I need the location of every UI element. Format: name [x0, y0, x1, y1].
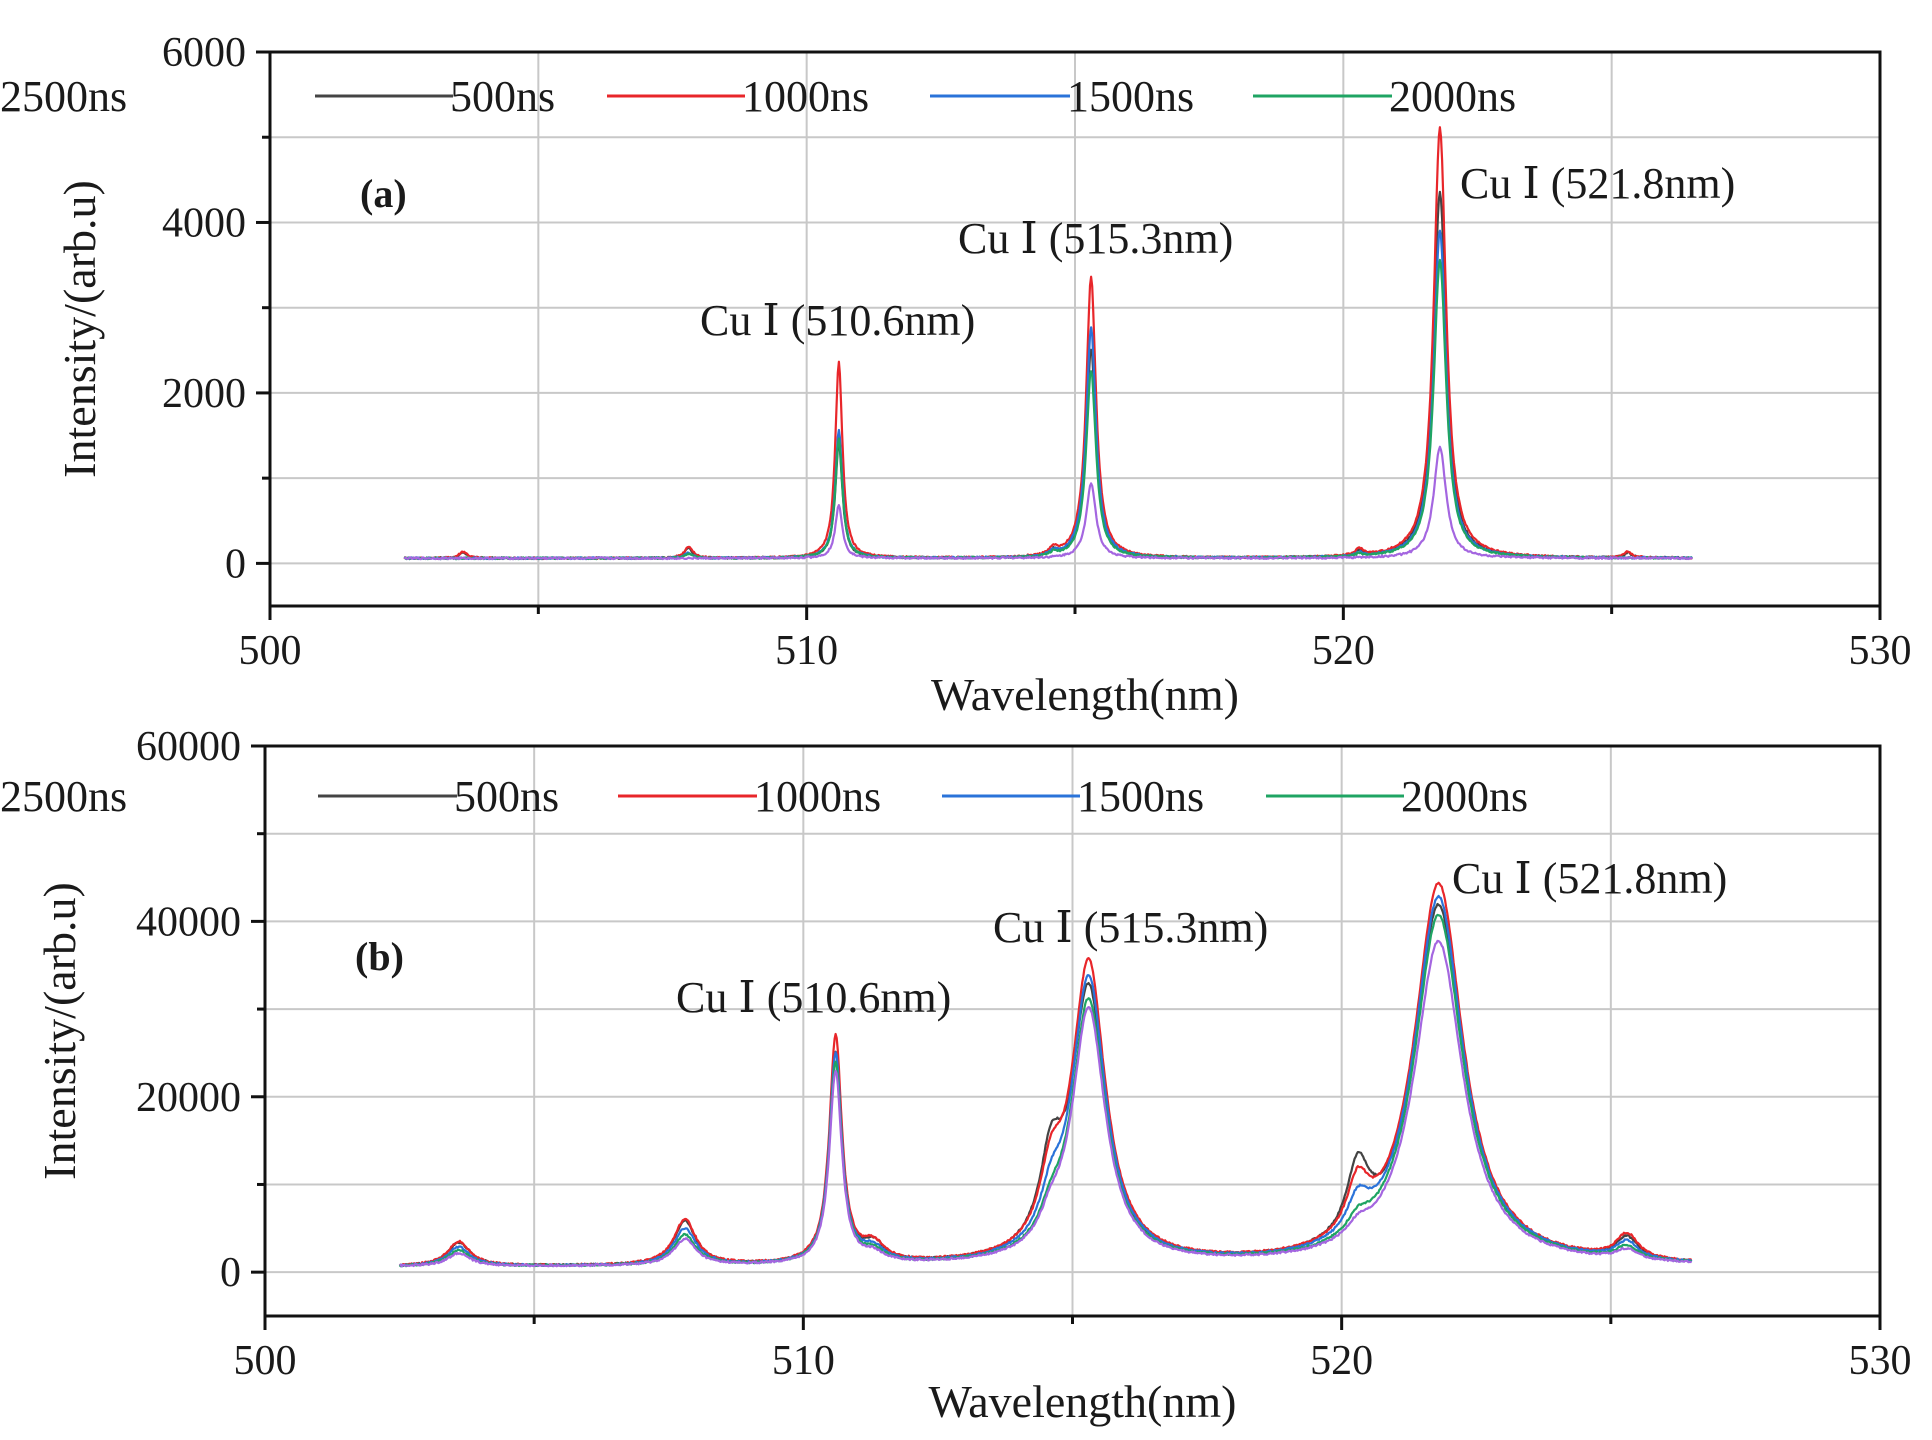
x-tick-label: 530: [1849, 1338, 1912, 1384]
x-tick-label: 500: [234, 1338, 297, 1384]
peak-annotation: Cu Ⅰ (521.8nm): [1460, 159, 1735, 208]
x-tick-label: 500: [239, 628, 302, 674]
y-axis-label: Intensity/(arb.u): [34, 882, 85, 1180]
x-tick-label: 510: [775, 628, 838, 674]
peak-annotation: Cu Ⅰ (510.6nm): [676, 973, 951, 1022]
x-axis-label: Wavelength(nm): [929, 1376, 1237, 1427]
legend-label-500ns: 500ns: [450, 72, 555, 121]
series-line-2000ns: [403, 258, 1693, 561]
panel-b: 500 510 520 530 0 20000 40000 60000 Wavelength(n…: [0, 724, 1912, 1427]
y-tick-label: 20000: [136, 1075, 241, 1121]
y-axis-label: Intensity/(arb.u): [54, 180, 105, 478]
peak-annotation: Cu Ⅰ (515.3nm): [958, 214, 1233, 263]
legend-label-1000ns: 1000ns: [754, 772, 881, 821]
series-line-2500ns: [399, 939, 1693, 1268]
series-line-1500ns: [403, 229, 1694, 561]
y-tick-label: 2000: [162, 371, 246, 417]
legend-label-2500ns: 2500ns: [0, 772, 127, 821]
y-tick-label: 6000: [162, 30, 246, 76]
y-tick-label: 0: [220, 1250, 241, 1296]
y-tick-label: 60000: [136, 724, 241, 770]
legend-label-2000ns: 2000ns: [1389, 72, 1516, 121]
y-tick-label: 4000: [162, 200, 246, 246]
series-line-500ns: [398, 902, 1692, 1267]
peak-annotation: Cu Ⅰ (510.6nm): [700, 296, 975, 345]
legend-label-500ns: 500ns: [454, 772, 559, 821]
panel-label: (b): [355, 934, 404, 979]
legend-label-1500ns: 1500ns: [1077, 772, 1204, 821]
series-line-2000ns: [398, 913, 1692, 1268]
legend-label-2000ns: 2000ns: [1401, 772, 1528, 821]
panel-label: (a): [360, 171, 407, 216]
legend-label-1500ns: 1500ns: [1067, 72, 1194, 121]
x-tick-label: 520: [1312, 628, 1375, 674]
series-line-2500ns: [403, 445, 1693, 561]
x-tick-label: 530: [1849, 628, 1912, 674]
x-tick-label: 520: [1310, 1338, 1373, 1384]
x-axis-label: Wavelength(nm): [931, 669, 1239, 720]
y-tick-label: 40000: [136, 899, 241, 945]
legend-label-2500ns: 2500ns: [0, 72, 127, 121]
panel-a: 500 510 520 530 0 2000 4000 6000 Wavelength(nm) I…: [0, 30, 1912, 720]
peak-annotation: Cu Ⅰ (521.8nm): [1452, 854, 1727, 903]
legend-label-1000ns: 1000ns: [742, 72, 869, 121]
peak-annotation: Cu Ⅰ (515.3nm): [993, 903, 1268, 952]
y-tick-label: 0: [225, 541, 246, 587]
x-tick-label: 510: [772, 1338, 835, 1384]
